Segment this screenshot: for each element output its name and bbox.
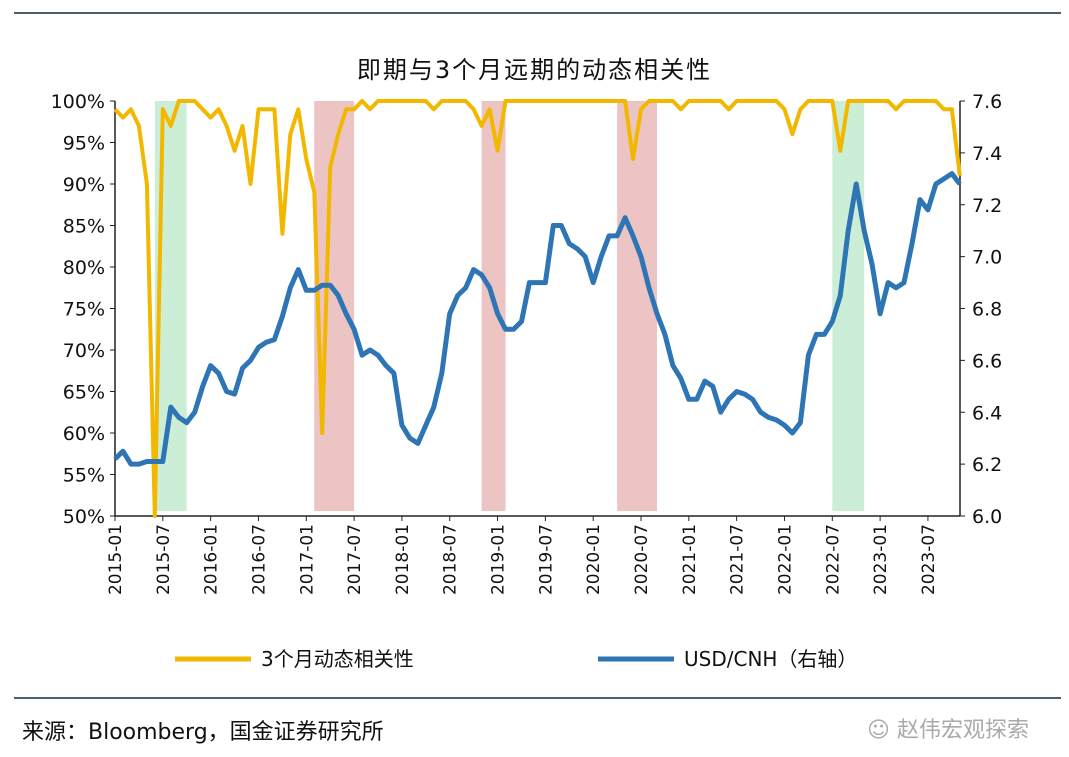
x-tick-label: 2016-01 [202, 524, 222, 595]
left-tick-label: 70% [63, 340, 105, 362]
x-tick-label: 2015-01 [106, 524, 126, 595]
left-tick-label: 100% [51, 91, 105, 113]
x-tick-label: 2023-07 [919, 524, 939, 595]
left-tick-label: 60% [63, 423, 105, 445]
series-line [113, 99, 962, 518]
shaded-period [617, 101, 657, 511]
x-tick-label: 2020-01 [584, 524, 604, 595]
series-line [113, 171, 962, 467]
left-tick-label: 55% [63, 465, 105, 487]
watermark: ☺ 赵伟宏观探索 [867, 718, 1029, 743]
left-tick-label: 75% [63, 299, 105, 321]
x-tick-label: 2019-01 [489, 524, 509, 595]
x-tick-label: 2017-07 [345, 524, 365, 595]
chart-title: 即期与3个月远期的动态相关性 [356, 56, 713, 84]
right-tick-label: 6.0 [972, 506, 1002, 528]
top-divider [14, 12, 1061, 14]
x-tick-label: 2015-07 [154, 524, 174, 595]
watermark-text: 赵伟宏观探索 [896, 718, 1029, 743]
x-tick-label: 2017-01 [297, 524, 317, 595]
x-tick-label: 2020-07 [632, 524, 652, 595]
right-tick-label: 7.6 [972, 91, 1002, 113]
legend-label: USD/CNH（右轴） [684, 647, 857, 671]
x-tick-label: 2016-07 [249, 524, 269, 595]
right-tick-label: 6.4 [972, 402, 1002, 424]
legend-label: 3个月动态相关性 [261, 647, 414, 671]
x-tick-label: 2022-07 [823, 524, 843, 595]
x-tick-label: 2019-07 [536, 524, 556, 595]
x-tick-label: 2018-01 [393, 524, 413, 595]
left-tick-label: 90% [63, 174, 105, 196]
x-tick-label: 2021-01 [680, 524, 700, 595]
x-tick-label: 2023-01 [871, 524, 891, 595]
left-tick-label: 80% [63, 257, 105, 279]
right-tick-label: 7.0 [972, 247, 1002, 269]
right-tick-label: 6.8 [972, 299, 1002, 321]
shaded-period [314, 101, 355, 511]
right-tick-label: 6.6 [972, 350, 1002, 372]
x-tick-label: 2022-01 [775, 524, 795, 595]
left-tick-label: 95% [63, 133, 105, 155]
left-tick-label: 50% [63, 506, 105, 528]
right-tick-label: 7.2 [972, 195, 1002, 217]
left-tick-label: 65% [63, 382, 105, 404]
right-tick-label: 7.4 [972, 143, 1002, 165]
left-tick-label: 85% [63, 216, 105, 238]
bottom-divider [14, 697, 1061, 699]
x-tick-label: 2021-07 [728, 524, 748, 595]
x-tick-label: 2018-07 [441, 524, 461, 595]
right-tick-label: 6.2 [972, 454, 1002, 476]
source-note: 来源：Bloomberg，国金证券研究所 [22, 720, 384, 745]
